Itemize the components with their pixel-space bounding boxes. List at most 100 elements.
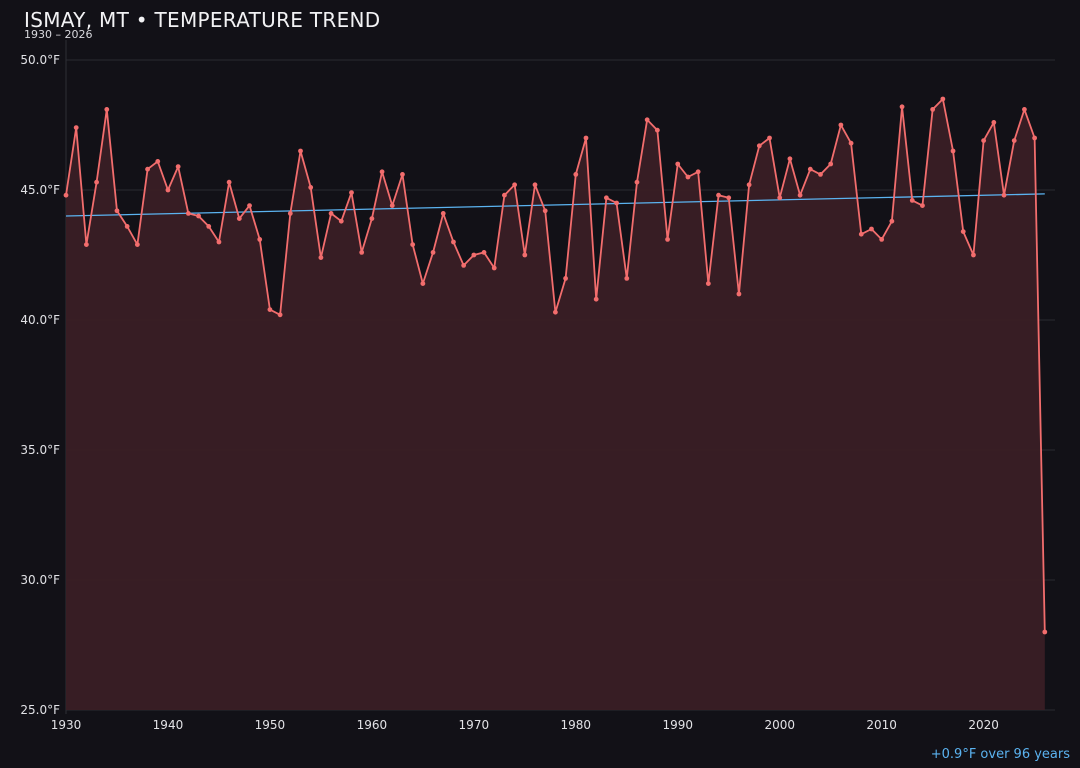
data-point [879, 237, 885, 242]
y-tick-label: 25.0°F [20, 703, 60, 717]
data-point [145, 166, 150, 172]
data-point [277, 312, 283, 318]
data-point [267, 307, 273, 312]
chart-title: ISMAY, MT • TEMPERATURE TREND [24, 8, 381, 32]
data-point [981, 138, 987, 144]
data-point [971, 252, 976, 258]
data-point [1032, 135, 1038, 141]
data-point [909, 198, 915, 203]
data-point [573, 172, 579, 177]
data-point [899, 104, 905, 110]
data-point [206, 224, 212, 229]
data-point [542, 208, 548, 214]
data-point [553, 309, 558, 315]
data-point [481, 250, 487, 255]
data-point [63, 192, 69, 198]
point-layer [63, 96, 1048, 635]
data-point [675, 161, 681, 167]
data-point [593, 296, 599, 302]
data-point [644, 117, 650, 123]
data-point [328, 211, 334, 216]
data-point [818, 172, 823, 177]
data-point [359, 250, 365, 255]
area-layer [66, 99, 1045, 710]
data-point [338, 218, 344, 224]
y-tick-label: 35.0°F [20, 443, 60, 457]
x-tick-label: 1970 [459, 718, 490, 732]
data-point [257, 237, 263, 242]
x-tick-label: 1950 [255, 718, 286, 732]
data-point [940, 96, 946, 102]
data-point [410, 242, 416, 248]
x-tick-label: 1960 [357, 718, 388, 732]
y-tick-label: 40.0°F [20, 313, 60, 327]
data-point [756, 143, 762, 149]
data-point [83, 242, 89, 248]
data-point [175, 164, 181, 170]
data-point [563, 276, 568, 281]
data-point [522, 252, 528, 258]
data-point [838, 122, 844, 128]
data-point [226, 179, 232, 185]
data-point [603, 195, 609, 201]
data-point [848, 140, 854, 146]
y-tick-label: 45.0°F [20, 183, 60, 197]
x-axis-ticks: 1930 1940 1950 1960 1970 1980 1990 2000 2010 2020 [51, 718, 999, 732]
data-point [216, 239, 222, 245]
x-tick-label: 2010 [866, 718, 897, 732]
data-point [950, 148, 956, 154]
data-point [287, 211, 293, 216]
data-point [685, 174, 691, 180]
data-point [430, 250, 436, 255]
data-point [308, 185, 314, 190]
trend-layer [65, 193, 1045, 217]
data-point [349, 190, 354, 196]
data-point [634, 179, 640, 185]
data-point [440, 211, 446, 216]
chart-subtitle: 1930 – 2026 [24, 28, 93, 41]
data-point [134, 242, 140, 248]
data-point [185, 211, 191, 216]
data-point [716, 192, 721, 198]
data-point [451, 239, 456, 245]
data-point [400, 172, 405, 177]
data-point [73, 125, 79, 130]
data-point [532, 182, 538, 188]
data-point [665, 237, 670, 242]
data-point [705, 281, 711, 286]
data-point [797, 192, 803, 198]
data-point [1042, 629, 1048, 635]
data-point [491, 265, 497, 271]
data-point [767, 135, 772, 141]
data-point [695, 169, 701, 175]
data-point [114, 208, 120, 214]
y-axis-ticks: 25.0°F 30.0°F 35.0°F 40.0°F 45.0°F 50.0°F [20, 53, 60, 717]
data-point [318, 255, 324, 260]
data-point [746, 182, 752, 188]
series-area [66, 99, 1045, 710]
data-point [889, 218, 895, 224]
data-point [654, 127, 660, 133]
data-point [583, 135, 589, 141]
data-point [614, 200, 619, 206]
data-point [920, 203, 925, 209]
data-point [1022, 107, 1027, 112]
data-point [247, 203, 252, 209]
data-point [512, 182, 518, 188]
data-point [124, 224, 130, 229]
data-point [991, 120, 997, 125]
data-point [869, 226, 874, 232]
data-point [104, 107, 110, 112]
data-point [777, 195, 783, 201]
trend-summary: +0.9°F over 96 years [930, 747, 1070, 762]
data-point [828, 161, 834, 167]
data-point [471, 252, 477, 258]
data-point [298, 148, 303, 154]
data-point [726, 195, 732, 201]
data-point [807, 166, 813, 172]
data-point [1001, 192, 1007, 198]
x-tick-label: 1930 [51, 718, 82, 732]
data-point [236, 216, 242, 222]
data-point [196, 213, 201, 219]
